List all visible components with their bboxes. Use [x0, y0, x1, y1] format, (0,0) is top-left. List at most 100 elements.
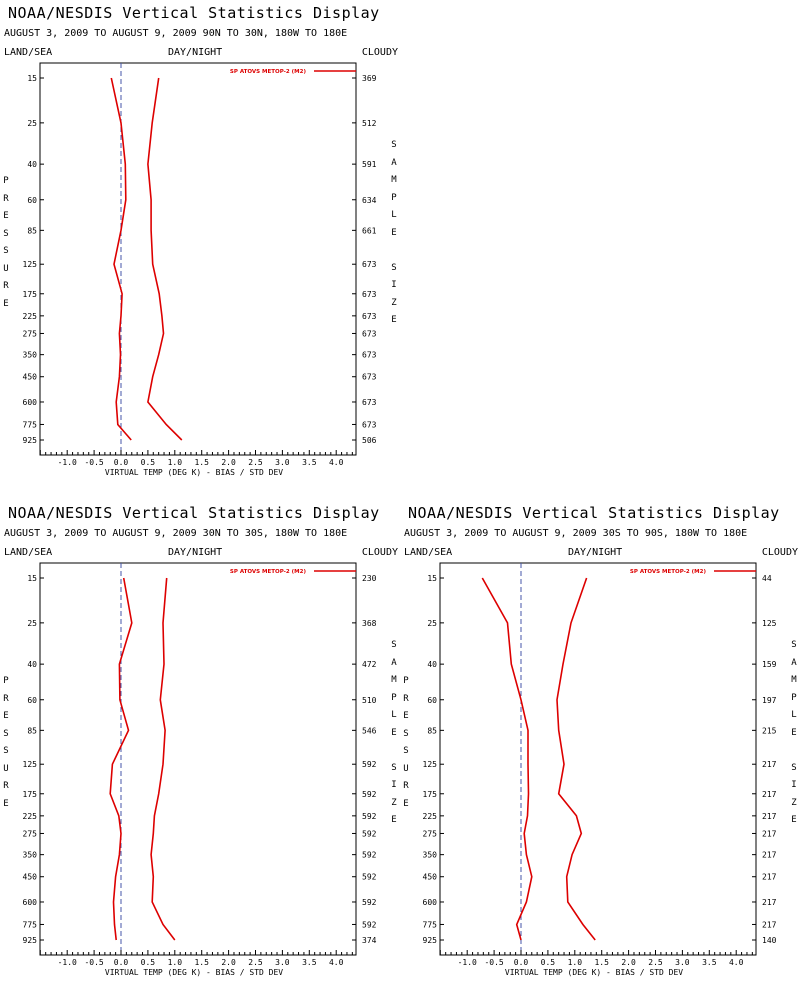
x-tick-label: 2.0: [221, 458, 236, 467]
pressure-level-label: 125: [23, 260, 38, 269]
pressure-level-label: 925: [23, 936, 38, 945]
sample-size-label: 673: [362, 312, 377, 321]
pressure-level-label: 775: [423, 920, 438, 929]
x-tick-label: 4.0: [329, 458, 344, 467]
chart-svg: -1.0 -0.5 0.0 0.5 1.0 1.5 2.0 2.5 3.0 3.5 4.0 VIRTU…: [423, 562, 777, 977]
pressure-level-label: 225: [23, 312, 38, 321]
panel-subtitle: AUGUST 3, 2009 TO AUGUST 9, 2009 90N TO …: [4, 28, 348, 39]
panel-title: NOAA/NESDIS Vertical Statistics Display: [8, 504, 380, 522]
panel-title: NOAA/NESDIS Vertical Statistics Display: [8, 4, 380, 22]
pressure-level-label: 15: [27, 74, 37, 83]
sample-size-label: 44: [762, 574, 772, 583]
pressure-level-label: 25: [27, 119, 37, 128]
sample-size-label: 217: [762, 790, 777, 799]
sample-size-label: 592: [362, 920, 377, 929]
sample-size-label: 591: [362, 160, 377, 169]
pressure-level-label: 60: [27, 696, 37, 705]
x-tick-label: 1.5: [194, 958, 209, 967]
legend-label: SP ATOVS METOP-2 (M2): [230, 69, 307, 75]
pressure-level-label: 275: [23, 329, 38, 338]
plot-frame: [39, 62, 357, 456]
x-tick-label: 1.5: [194, 458, 209, 467]
x-tick-label: 3.0: [275, 458, 290, 467]
x-tick-label: -0.5: [84, 958, 103, 967]
x-tick-label: 1.5: [594, 958, 609, 967]
x-tick-label: 3.5: [302, 458, 317, 467]
x-tick-label: 2.5: [248, 458, 263, 467]
pressure-level-label: 85: [27, 226, 37, 235]
pressure-level-label: 925: [423, 936, 438, 945]
pressure-level-label: 925: [23, 436, 38, 445]
pressure-level-label: 350: [23, 351, 38, 360]
bias-series-line: [110, 77, 132, 441]
sample-size-label: 217: [762, 851, 777, 860]
sample-size-label: 673: [362, 329, 377, 338]
std-dev-series-line: [150, 577, 176, 941]
day-night-label: DAY/NIGHT: [168, 547, 223, 558]
sample-size-label: 217: [762, 829, 777, 838]
pressure-level-label: 775: [23, 420, 38, 429]
cloudy-label: CLOUDY: [761, 547, 798, 558]
x-tick-label: 3.0: [275, 958, 290, 967]
x-tick-label: 3.0: [675, 958, 690, 967]
x-axis-label: VIRTUAL TEMP (DEG K) - BIAS / STD DEV: [105, 968, 283, 977]
chart-panel-30s-90s: NOAA/NESDIS Vertical Statistics Display …: [400, 500, 800, 1000]
sample-size-label: 215: [762, 726, 777, 735]
x-tick-label: 0.0: [514, 958, 529, 967]
pressure-level-label: 350: [423, 851, 438, 860]
pressure-level-label: 775: [23, 920, 38, 929]
sample-size-label: 369: [362, 74, 377, 83]
day-night-label: DAY/NIGHT: [168, 47, 223, 58]
sample-size-label: 217: [762, 873, 777, 882]
x-tick-label: 2.5: [248, 958, 263, 967]
pressure-level-label: 225: [423, 812, 438, 821]
sample-size-label: 230: [362, 574, 377, 583]
sample-size-label: 472: [362, 660, 377, 669]
pressure-level-label: 85: [27, 726, 37, 735]
x-tick-label: 3.5: [302, 958, 317, 967]
std-dev-series-line: [147, 77, 183, 441]
x-tick-label: 4.0: [329, 958, 344, 967]
x-axis-label: VIRTUAL TEMP (DEG K) - BIAS / STD DEV: [105, 468, 283, 477]
pressure-level-label: 15: [27, 574, 37, 583]
x-tick-label: 0.5: [141, 458, 156, 467]
pressure-level-label: 40: [427, 660, 437, 669]
x-tick-label: 1.0: [568, 958, 583, 967]
sample-size-label: 673: [362, 290, 377, 299]
panel-subtitle: AUGUST 3, 2009 TO AUGUST 9, 2009 30N TO …: [4, 528, 348, 539]
bias-series-line: [481, 577, 533, 941]
x-tick-label: -0.5: [84, 458, 103, 467]
pressure-level-label: 175: [23, 290, 38, 299]
plot-frame: [439, 562, 757, 956]
sample-size-label: 368: [362, 619, 377, 628]
x-tick-label: 2.5: [648, 958, 663, 967]
sample-size-label: 673: [362, 373, 377, 382]
pressure-level-label: 600: [23, 898, 38, 907]
pressure-level-label: 175: [423, 790, 438, 799]
sample-size-label: 159: [762, 660, 777, 669]
x-tick-label: 0.0: [114, 458, 129, 467]
pressure-level-label: 450: [23, 373, 38, 382]
panel-subtitle: AUGUST 3, 2009 TO AUGUST 9, 2009 30S TO …: [404, 528, 748, 539]
land-sea-label: LAND/SEA: [4, 47, 53, 58]
x-tick-label: -1.0: [58, 458, 77, 467]
sample-size-label: 592: [362, 829, 377, 838]
std-dev-series-line: [556, 577, 596, 941]
x-tick-label: 2.0: [221, 958, 236, 967]
sample-size-label: 512: [362, 119, 377, 128]
sample-size-label: 217: [762, 812, 777, 821]
pressure-level-label: 15: [427, 574, 437, 583]
pressure-level-label: 275: [23, 829, 38, 838]
sample-size-label: 510: [362, 696, 377, 705]
cloudy-label: CLOUDY: [361, 547, 398, 558]
pressure-level-label: 125: [23, 760, 38, 769]
x-tick-label: 4.0: [729, 958, 744, 967]
pressure-level-label: 125: [423, 760, 438, 769]
sample-size-label: 592: [362, 873, 377, 882]
x-tick-label: 1.0: [168, 958, 183, 967]
x-tick-label: -1.0: [58, 958, 77, 967]
sample-size-label: 592: [362, 851, 377, 860]
